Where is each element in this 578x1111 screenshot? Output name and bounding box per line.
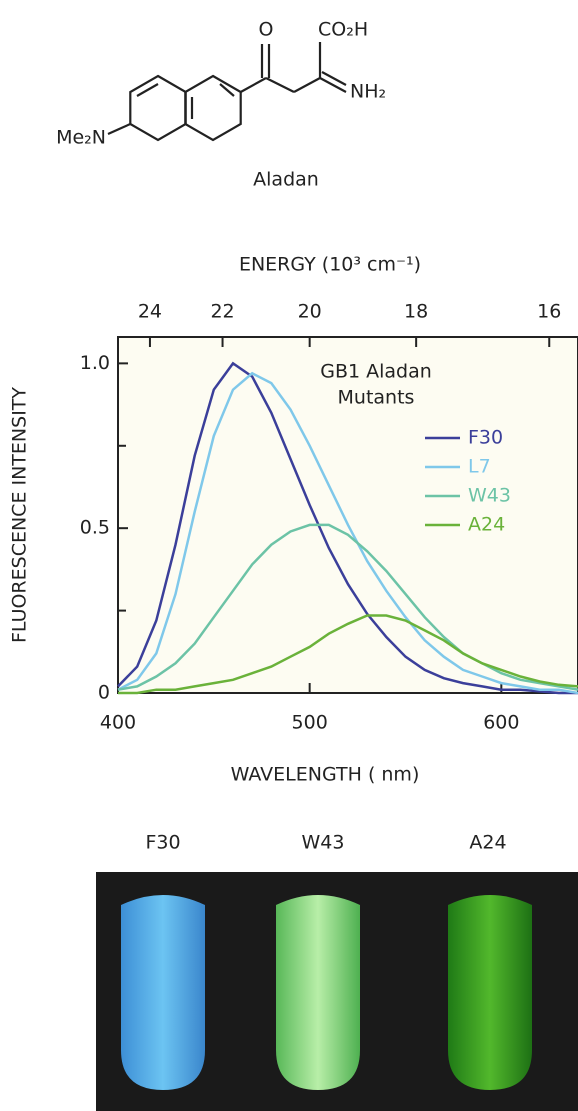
tube (276, 895, 360, 1090)
tube (448, 895, 532, 1090)
y-tick-label: 1.0 (80, 352, 110, 374)
sample-label: F30 (145, 832, 180, 854)
x2-tick-label: 20 (298, 301, 322, 323)
x-tick-label: 600 (483, 712, 519, 734)
atom-label: NH₂ (350, 81, 386, 103)
series-line (117, 523, 578, 691)
x2-tick-label: 24 (138, 301, 162, 323)
ring (129, 74, 187, 142)
x2-axis-title: ENERGY (10³ cm⁻¹) (239, 254, 421, 276)
bond (319, 77, 347, 93)
x2-tick-label: 18 (404, 301, 428, 323)
series-line (118, 614, 578, 695)
bond (321, 71, 347, 86)
x-axis-title: WAVELENGTH ( nm) (231, 764, 420, 786)
photo: F30 W43 A24 (96, 832, 578, 1111)
atom-label: CO₂H (318, 19, 368, 41)
x-tick-label: 400 (100, 712, 136, 734)
bond (136, 83, 159, 97)
sample-label: W43 (302, 832, 345, 854)
bond (219, 83, 235, 97)
annotation: Mutants (338, 387, 415, 409)
ring (184, 74, 242, 142)
chart: 400 500 600 24 22 20 18 16 0 0.5 1.0 WAVELENGTH ( n… (9, 254, 578, 786)
y-tick-label: 0.5 (80, 517, 110, 539)
legend-label: A24 (468, 514, 505, 536)
legend-label: W43 (468, 485, 511, 507)
atom-label: O (259, 19, 274, 41)
tube (121, 895, 205, 1090)
bond (240, 77, 267, 93)
compound-name: Aladan (253, 169, 319, 191)
bond (293, 77, 321, 93)
structure: O CO₂H NH₂ Me₂N Aladan (56, 19, 386, 191)
x2-tick-label: 16 (537, 301, 561, 323)
annotation: GB1 Aladan (320, 361, 432, 383)
x2-tick-label: 22 (210, 301, 234, 323)
bond (107, 122, 131, 136)
x-tick-label: 500 (292, 712, 328, 734)
bond (265, 77, 295, 93)
legend-label: L7 (468, 456, 491, 478)
atom-label: Me₂N (56, 127, 106, 149)
y-axis-title: FLUORESCENCE INTENSITY (9, 387, 31, 643)
sample-label: A24 (469, 832, 506, 854)
legend-label: F30 (468, 427, 503, 449)
y-tick-label: 0 (98, 682, 110, 704)
series-line (117, 361, 578, 695)
series-line (117, 371, 578, 695)
